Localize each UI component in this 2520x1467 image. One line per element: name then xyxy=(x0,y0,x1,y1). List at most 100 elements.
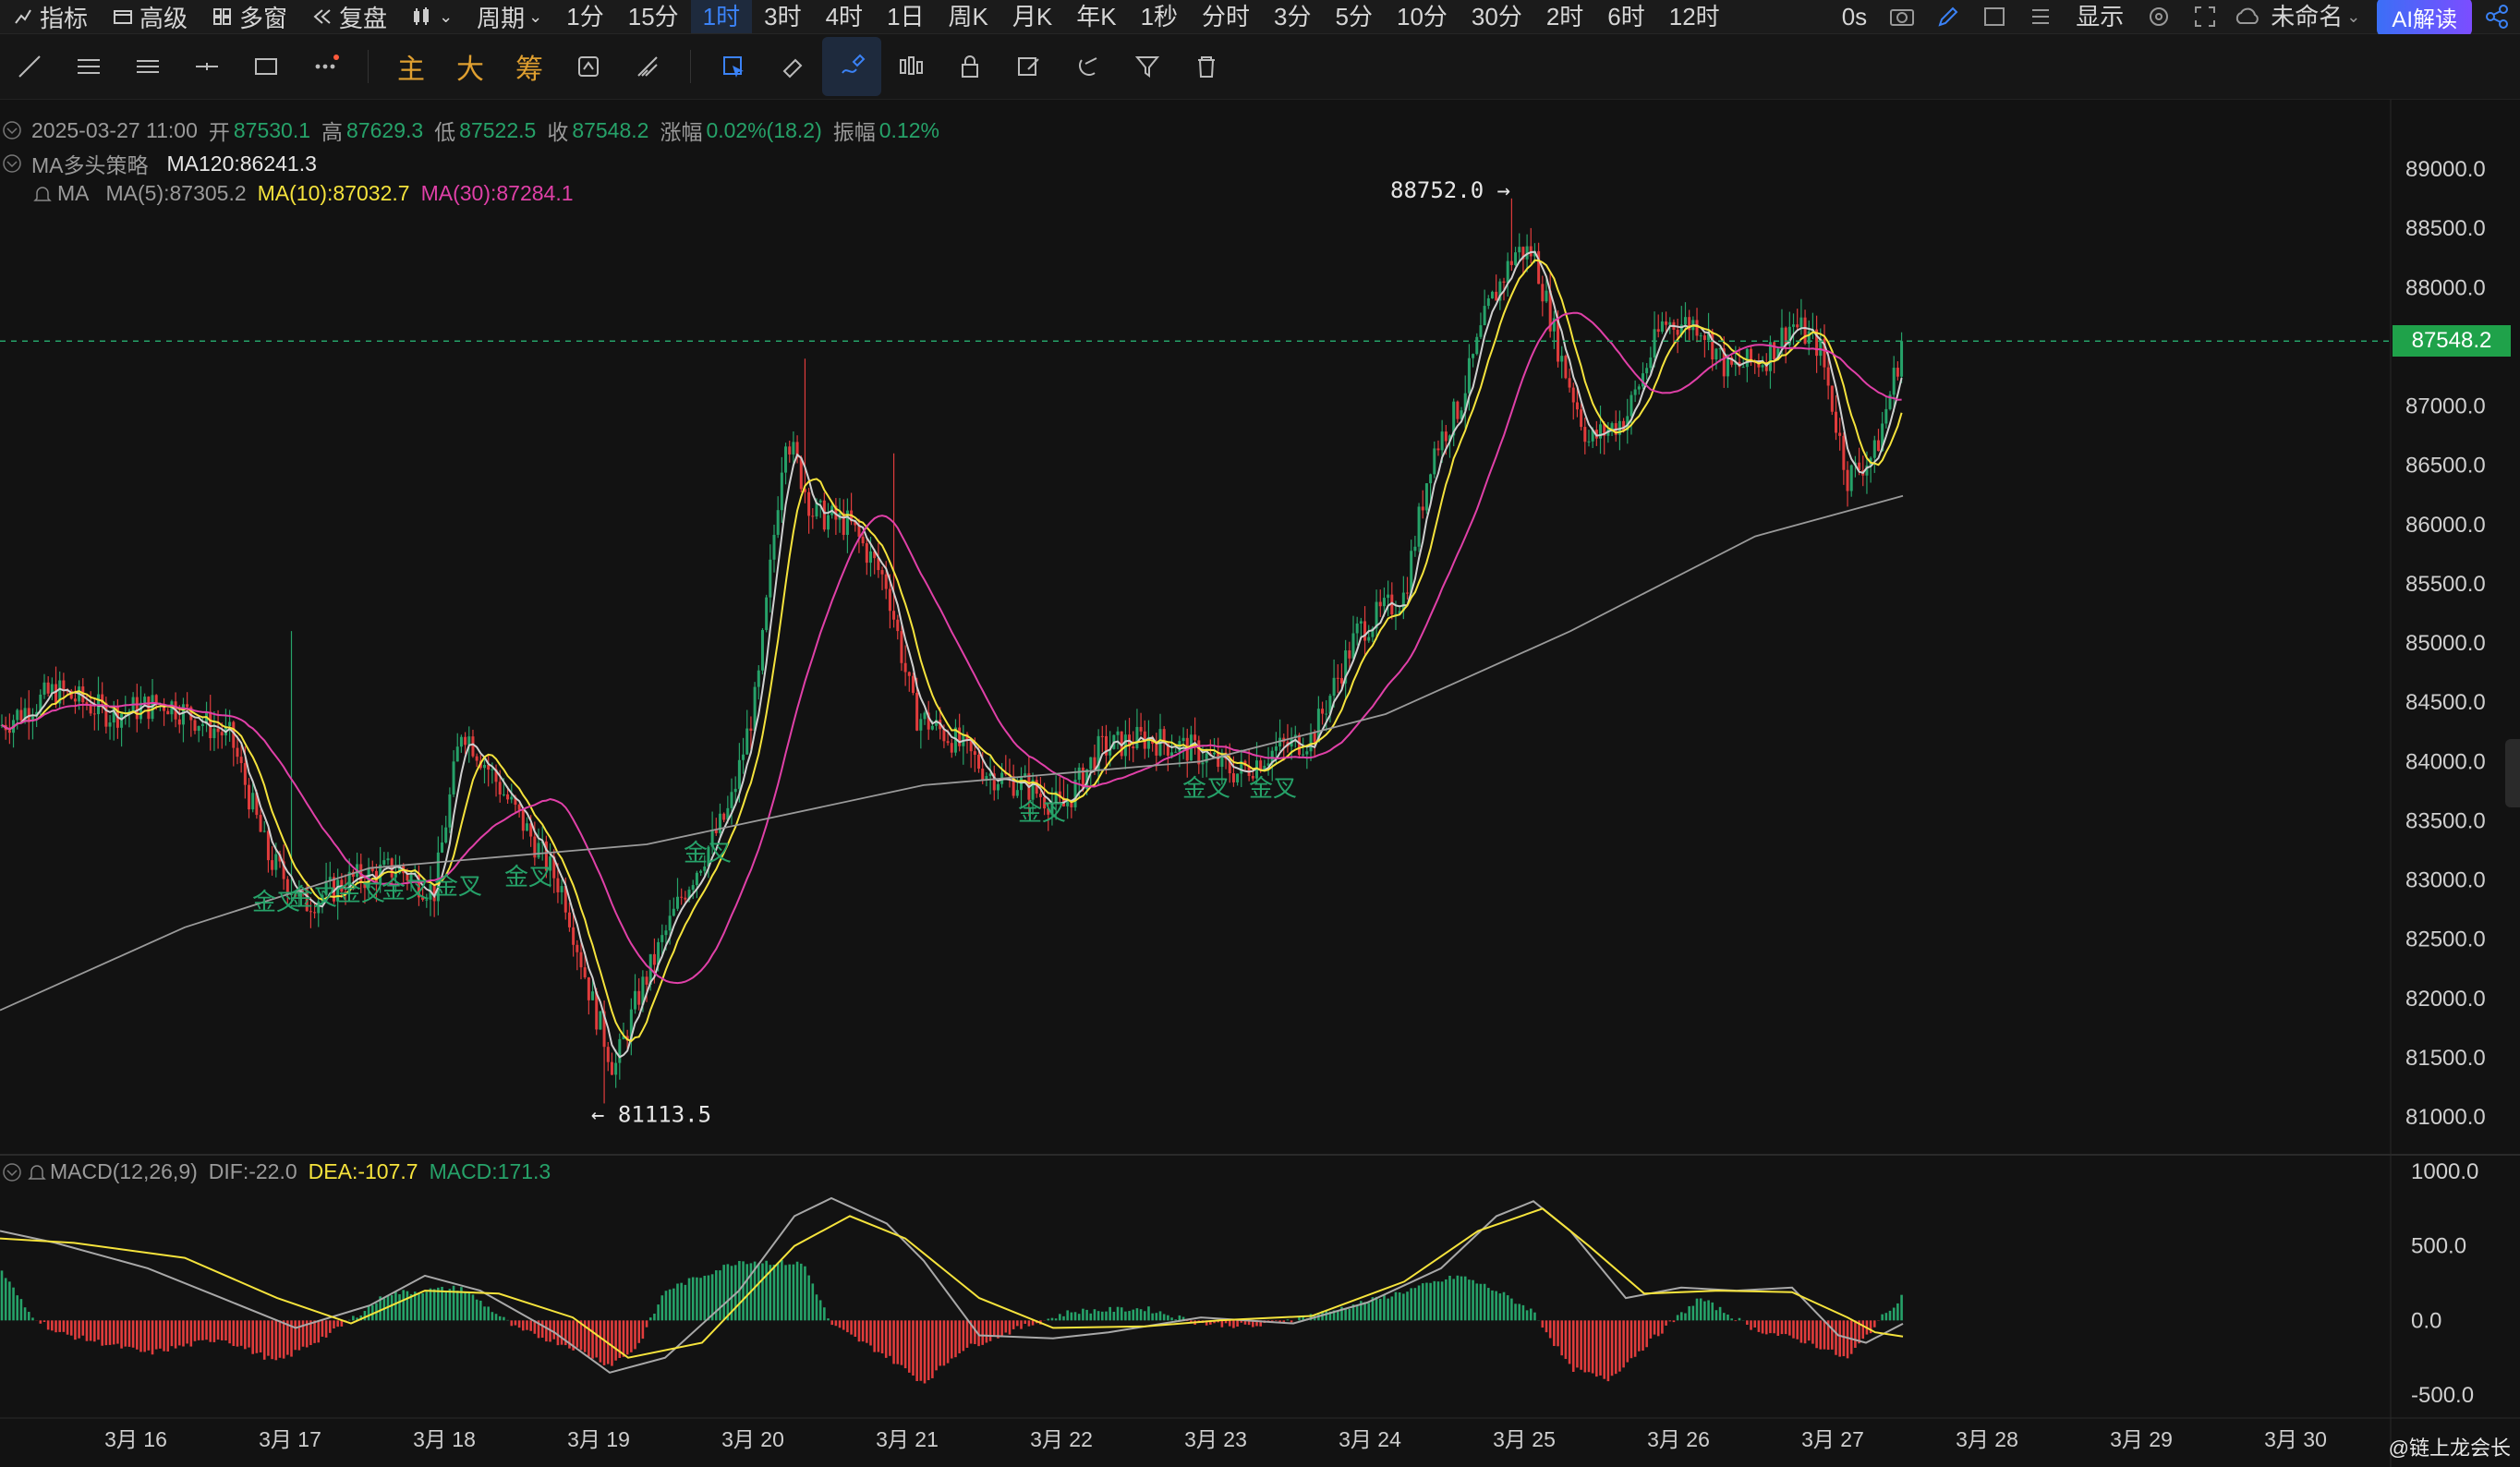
horizontal-channel-tool[interactable] xyxy=(118,37,177,96)
lock-tool[interactable] xyxy=(940,37,1000,96)
candle-body xyxy=(664,930,668,936)
candle-body xyxy=(567,912,571,927)
macd-name[interactable]: MACD(12,26,9) xyxy=(50,1159,198,1183)
camera-icon[interactable] xyxy=(1886,1,1918,32)
period-menu-button[interactable]: 周期 ⌄ xyxy=(465,0,554,33)
candle-body xyxy=(1757,361,1761,368)
candle-body xyxy=(834,505,838,520)
fullscreen-icon[interactable] xyxy=(2189,1,2221,32)
candle-body xyxy=(1100,735,1104,737)
period-4[interactable]: 4时 xyxy=(825,3,864,30)
period-5[interactable]: 1日 xyxy=(887,3,925,30)
candle-body xyxy=(1336,677,1339,679)
candle-body xyxy=(1109,748,1112,756)
candle-body xyxy=(1846,469,1849,491)
collapse-icon[interactable] xyxy=(2,153,22,174)
trend-line-tool[interactable] xyxy=(0,37,59,96)
period-6[interactable]: 周K xyxy=(948,3,988,30)
period-2[interactable]: 1时 xyxy=(690,0,753,33)
horizontal-line-tool[interactable] xyxy=(177,37,236,96)
period-13[interactable]: 10分 xyxy=(1396,3,1448,30)
window-icon[interactable] xyxy=(1979,1,2010,32)
candle-body xyxy=(1714,348,1718,360)
candle-body xyxy=(869,551,872,564)
delete-tool[interactable] xyxy=(1177,37,1236,96)
drawing-toolbar: 主 大 筹 xyxy=(0,34,2520,100)
period-10[interactable]: 分时 xyxy=(1202,3,1251,30)
big-order-button[interactable]: 大 xyxy=(456,55,484,85)
period-9[interactable]: 1秒 xyxy=(1140,3,1179,30)
candle-tool[interactable] xyxy=(881,37,940,96)
collapse-icon[interactable] xyxy=(2,1162,22,1182)
replay-button[interactable]: 复盘 xyxy=(299,0,399,33)
draw-mode-tool[interactable] xyxy=(822,37,881,96)
candle-body xyxy=(7,730,11,734)
edit-tool[interactable] xyxy=(1000,37,1059,96)
period-7[interactable]: 月K xyxy=(1012,3,1053,30)
close-value: 87548.2 xyxy=(572,117,649,142)
bell-icon[interactable] xyxy=(31,183,54,205)
period-list: 1分 15分 1时 3时 4时 1日 周K 月K 年K 1秒 分时 3分 5分 10分 30分 2时 6时 12时 xyxy=(554,0,1731,33)
candle-body xyxy=(189,707,193,721)
ma10-value: MA(10):87032.7 xyxy=(257,181,410,205)
period-0[interactable]: 1分 xyxy=(566,3,604,30)
chip-distribution-button[interactable]: 筹 xyxy=(515,55,543,85)
parallel-lines-tool[interactable] xyxy=(59,37,118,96)
more-tools[interactable] xyxy=(296,37,355,96)
chart-type-button[interactable]: ⌄ xyxy=(399,0,465,33)
top-toolbar: 指标 高级 多窗 复盘 ⌄ 周期 ⌄ 1分 15分 1时 3时 4时 1日 周K 月K 年K 1秒… xyxy=(0,0,2520,37)
low-label: 低 xyxy=(434,120,456,144)
display-button[interactable]: 显示 xyxy=(2076,3,2125,30)
main-chart-button[interactable]: 主 xyxy=(397,55,425,85)
candle-body xyxy=(464,736,467,746)
multi-window-button[interactable]: 多窗 xyxy=(200,0,299,33)
candle-body xyxy=(55,684,58,704)
period-1[interactable]: 15分 xyxy=(627,3,679,30)
period-14[interactable]: 30分 xyxy=(1471,3,1522,30)
amplitude-label: 振幅 xyxy=(832,120,876,144)
kline-chart[interactable]: 89000.088500.088000.087500.087000.086500… xyxy=(0,100,2520,1467)
layout-name-dropdown[interactable]: 未命名 xyxy=(2271,3,2344,30)
ai-interpret-button[interactable]: AI解读 xyxy=(2377,0,2472,37)
share-icon[interactable] xyxy=(2481,1,2513,32)
candle-body xyxy=(197,725,200,732)
period-3[interactable]: 3时 xyxy=(764,3,802,30)
candle-body xyxy=(1649,357,1653,369)
advanced-button[interactable]: 高级 xyxy=(100,0,200,33)
candle-body xyxy=(1660,321,1664,333)
rectangle-tool[interactable] xyxy=(236,37,296,96)
candle-body xyxy=(1096,735,1100,771)
period-11[interactable]: 3分 xyxy=(1274,3,1312,30)
period-12[interactable]: 5分 xyxy=(1335,3,1373,30)
candle-body xyxy=(1842,435,1846,470)
collapse-icon[interactable] xyxy=(2,120,22,140)
candle-body xyxy=(992,773,996,791)
candle-body xyxy=(1371,628,1375,637)
candle-body xyxy=(1433,448,1436,475)
settings-icon[interactable] xyxy=(2143,1,2175,32)
filter-tool[interactable] xyxy=(1118,37,1177,96)
golden-cross-label: 金叉 xyxy=(504,864,552,891)
list-icon[interactable] xyxy=(2025,1,2056,32)
candle-body xyxy=(1424,483,1428,511)
magnet-tool[interactable] xyxy=(1059,37,1118,96)
indicator-button[interactable]: 指标 xyxy=(0,0,100,33)
candle-body xyxy=(749,728,753,732)
candle-body xyxy=(591,991,595,1000)
period-8[interactable]: 年K xyxy=(1076,3,1117,30)
pencil-icon[interactable] xyxy=(1932,1,1964,32)
ruler-tool[interactable] xyxy=(618,37,677,96)
period-17[interactable]: 12时 xyxy=(1668,3,1720,30)
period-16[interactable]: 6时 xyxy=(1607,3,1645,30)
panel-expand-handle[interactable] xyxy=(2505,739,2520,807)
period-15[interactable]: 2时 xyxy=(1545,3,1584,30)
eraser-tool[interactable] xyxy=(763,37,822,96)
strategy-name[interactable]: MA多头策略 xyxy=(31,153,149,177)
bell-icon[interactable] xyxy=(26,1161,48,1183)
cursor-tool[interactable] xyxy=(704,37,763,96)
candle-body xyxy=(1302,754,1305,756)
candle-body xyxy=(1564,356,1568,379)
ma30-value: MA(30):87284.1 xyxy=(420,181,574,205)
refresh-tool[interactable] xyxy=(559,37,618,96)
ma-name[interactable]: MA xyxy=(57,181,90,205)
